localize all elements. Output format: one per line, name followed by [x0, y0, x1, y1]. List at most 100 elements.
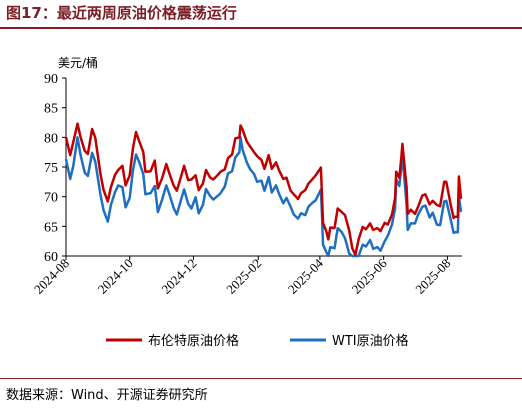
data-point	[395, 170, 398, 173]
data-point	[76, 136, 79, 139]
data-point	[128, 174, 131, 177]
data-point	[436, 223, 438, 226]
data-point	[231, 170, 234, 173]
data-point	[223, 168, 226, 171]
data-point	[344, 237, 346, 240]
data-point	[99, 173, 102, 176]
data-point	[314, 199, 317, 202]
data-point	[400, 156, 403, 158]
data-point	[263, 167, 266, 170]
data-point	[314, 174, 317, 177]
data-point	[297, 198, 299, 200]
data-point	[297, 217, 299, 220]
data-point	[245, 140, 248, 143]
data-point	[322, 243, 324, 246]
data-point	[267, 176, 270, 179]
data-point	[194, 196, 197, 199]
data-point	[431, 199, 434, 202]
data-point	[327, 238, 330, 241]
data-point	[121, 164, 124, 167]
data-point	[402, 154, 405, 156]
data-point	[449, 202, 452, 205]
data-point	[417, 213, 419, 216]
data-point	[417, 205, 419, 208]
data-point	[212, 178, 215, 181]
data-point	[391, 223, 393, 226]
data-point	[289, 205, 292, 208]
data-point	[292, 213, 295, 216]
data-point	[383, 240, 386, 243]
data-point	[114, 173, 116, 176]
data-point	[234, 137, 237, 140]
data-point	[79, 154, 82, 156]
data-point	[180, 199, 182, 202]
data-point	[379, 249, 382, 252]
data-point	[424, 193, 427, 196]
data-point	[216, 195, 219, 198]
data-point	[241, 128, 244, 131]
data-point	[289, 189, 292, 192]
x-tick-label: 2025-06	[349, 255, 391, 297]
data-point	[333, 227, 336, 230]
data-point	[249, 145, 251, 148]
data-point	[223, 185, 226, 188]
data-point	[351, 255, 354, 257]
data-point	[121, 186, 124, 189]
x-axis-ticks: 2024-08 2024-10 2024-12 2025-02 2025-04 2025-…	[31, 255, 454, 297]
data-point	[157, 187, 159, 190]
x-tick-label: 2024-10	[95, 256, 136, 297]
data-point	[205, 188, 207, 190]
data-point	[428, 216, 431, 219]
data-point	[256, 155, 259, 158]
data-point	[205, 169, 207, 171]
y-tick-label: 80	[44, 131, 58, 146]
y-tick-label: 65	[44, 220, 58, 235]
data-point	[458, 175, 460, 178]
data-point	[175, 213, 178, 216]
data-point	[72, 164, 75, 167]
data-point	[239, 124, 242, 127]
data-point	[132, 169, 134, 172]
data-point	[267, 154, 270, 156]
data-point	[329, 226, 332, 229]
data-point	[285, 176, 288, 179]
data-point	[344, 214, 346, 217]
data-point	[110, 186, 112, 189]
data-point	[304, 189, 307, 192]
data-point	[263, 189, 266, 192]
data-point	[135, 131, 137, 133]
data-point	[99, 194, 102, 196]
data-point	[282, 178, 285, 180]
data-point	[365, 228, 367, 231]
data-point	[449, 217, 452, 220]
data-point	[187, 202, 190, 205]
data-point	[253, 173, 256, 176]
data-point	[333, 247, 336, 250]
y-axis-unit-label: 美元/桶	[58, 55, 98, 70]
data-point	[379, 230, 382, 233]
data-point	[219, 170, 222, 173]
data-point	[161, 177, 164, 180]
data-point	[175, 189, 178, 192]
data-point	[234, 156, 237, 159]
data-point	[307, 182, 310, 185]
data-point	[157, 211, 159, 214]
data-point	[87, 153, 89, 155]
data-point	[452, 217, 455, 219]
data-point	[386, 223, 389, 226]
data-point	[190, 178, 193, 181]
data-point	[142, 151, 145, 154]
x-tick-label: 2024-12	[158, 256, 199, 297]
y-tick-label: 90	[44, 72, 58, 87]
data-point	[431, 211, 434, 214]
data-point	[165, 184, 168, 187]
data-point	[106, 200, 109, 203]
data-point	[414, 213, 416, 215]
data-point	[190, 207, 193, 210]
data-point	[456, 215, 459, 218]
data-point	[270, 191, 273, 194]
data-point	[300, 212, 302, 215]
data-point	[83, 172, 86, 174]
data-point	[348, 252, 351, 255]
data-point	[168, 172, 171, 175]
